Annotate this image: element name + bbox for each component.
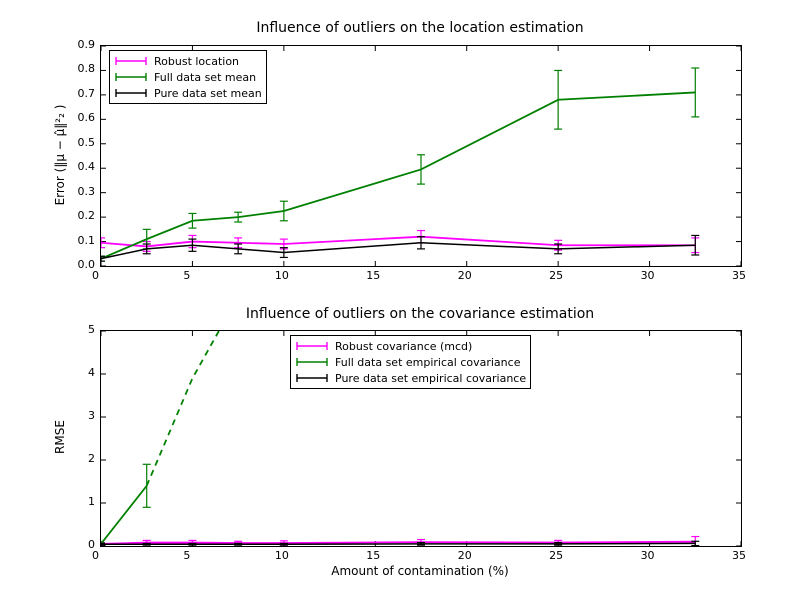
- ytick-label: 0.9: [78, 38, 96, 51]
- ytick-label: 3: [88, 409, 95, 422]
- ytick-label: 2: [88, 452, 95, 465]
- xtick-label: 20: [458, 549, 472, 562]
- xtick-label: 15: [366, 549, 380, 562]
- xtick-label: 20: [458, 269, 472, 282]
- xtick-label: 30: [641, 269, 655, 282]
- xtick-label: 0: [92, 269, 99, 282]
- xtick-label: 10: [275, 549, 289, 562]
- legend-label: Full data set empirical covariance: [335, 356, 520, 369]
- top-ylabel: Error (‖μ − μ̂‖²₂ ): [53, 55, 67, 255]
- legend-label: Pure data set mean: [154, 87, 262, 100]
- xtick-label: 10: [275, 269, 289, 282]
- bottom-legend: Robust covariance (mcd) Full data set emp…: [290, 335, 531, 389]
- legend-sample-icon: [295, 371, 329, 385]
- ytick-label: 0.6: [78, 111, 96, 124]
- bottom-ylabel: RMSE: [53, 387, 67, 487]
- xtick-label: 15: [366, 269, 380, 282]
- ytick-label: 1: [88, 495, 95, 508]
- legend-sample-icon: [295, 339, 329, 353]
- xtick-label: 0: [92, 549, 99, 562]
- figure: Influence of outliers on the location es…: [0, 0, 800, 600]
- xtick-label: 25: [549, 549, 563, 562]
- ytick-label: 0.5: [78, 136, 96, 149]
- xtick-label: 30: [641, 549, 655, 562]
- ytick-label: 0.2: [78, 209, 96, 222]
- legend-item: Robust location: [114, 53, 262, 69]
- legend-sample-icon: [295, 355, 329, 369]
- ytick-label: 5: [88, 323, 95, 336]
- bottom-xlabel: Amount of contamination (%): [100, 564, 740, 578]
- ytick-label: 0.1: [78, 234, 96, 247]
- ytick-label: 0.7: [78, 87, 96, 100]
- xtick-label: 5: [183, 269, 190, 282]
- ytick-label: 4: [88, 366, 95, 379]
- legend-item: Full data set mean: [114, 69, 262, 85]
- xtick-label: 35: [732, 269, 746, 282]
- legend-sample-icon: [114, 54, 148, 68]
- xtick-label: 35: [732, 549, 746, 562]
- bottom-chart-title: Influence of outliers on the covariance …: [100, 306, 740, 322]
- top-chart-title: Influence of outliers on the location es…: [100, 20, 740, 36]
- ytick-label: 0.4: [78, 160, 96, 173]
- legend-label: Full data set mean: [154, 71, 256, 84]
- legend-label: Pure data set empirical covariance: [335, 372, 526, 385]
- legend-sample-icon: [114, 86, 148, 100]
- top-legend: Robust location Full data set mean Pure da…: [109, 50, 267, 104]
- legend-label: Robust location: [154, 55, 239, 68]
- xtick-label: 5: [183, 549, 190, 562]
- ytick-label: 0.8: [78, 62, 96, 75]
- legend-label: Robust covariance (mcd): [335, 340, 472, 353]
- legend-item: Pure data set mean: [114, 85, 262, 101]
- xtick-label: 25: [549, 269, 563, 282]
- legend-item: Pure data set empirical covariance: [295, 370, 526, 386]
- ytick-label: 0.3: [78, 185, 96, 198]
- legend-item: Robust covariance (mcd): [295, 338, 526, 354]
- legend-sample-icon: [114, 70, 148, 84]
- legend-item: Full data set empirical covariance: [295, 354, 526, 370]
